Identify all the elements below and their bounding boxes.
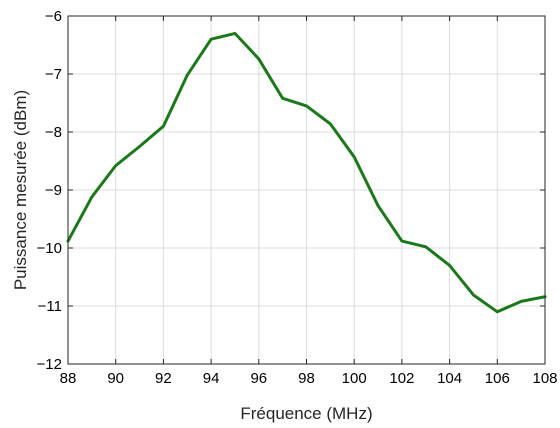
x-tick-label: 106	[485, 370, 510, 387]
x-tick-label: 92	[155, 370, 172, 387]
x-tick-label: 100	[342, 370, 367, 387]
y-tick-label: −12	[37, 356, 62, 373]
x-axis-title: Fréquence (MHz)	[240, 404, 372, 423]
y-tick-label: −9	[45, 182, 62, 199]
y-tick-label: −11	[38, 298, 62, 315]
series-group	[66, 31, 547, 314]
x-tick-label: 94	[203, 370, 220, 387]
x-tick-label: 96	[250, 370, 267, 387]
y-tick-label: −10	[37, 240, 62, 257]
x-tick-label: 98	[298, 370, 315, 387]
y-axis-title: Puissance mesurée (dBm)	[11, 90, 30, 290]
y-tick-label: −7	[45, 66, 62, 83]
series-line	[66, 31, 547, 314]
ticks	[67, 15, 546, 365]
y-tick-label: −8	[45, 124, 62, 141]
x-tick-label: 104	[437, 370, 462, 387]
y-tick-label: −6	[45, 8, 62, 25]
x-tick-label: 108	[532, 370, 557, 387]
x-tick-label: 102	[389, 370, 414, 387]
tick-labels: 88 90 92 94 96 98 100 102 104 106 108 −12 −11 −10 −9 −8…	[37, 8, 558, 387]
x-tick-label: 90	[107, 370, 124, 387]
x-tick-label: 88	[60, 370, 77, 387]
grid	[68, 16, 545, 364]
